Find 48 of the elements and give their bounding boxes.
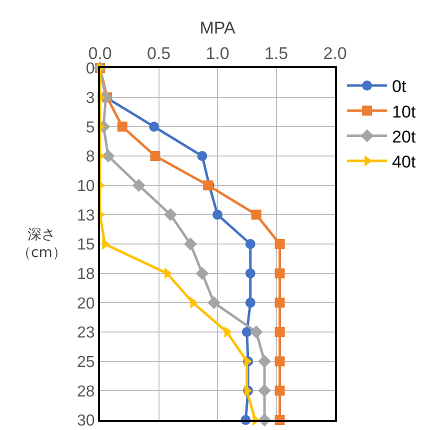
- y-tick-label: 13: [77, 207, 95, 224]
- y-tick-label: 15: [77, 236, 95, 254]
- x-tick-label: 0.5: [146, 44, 171, 64]
- y-tick-label: 28: [77, 383, 95, 400]
- point: [184, 238, 197, 250]
- point: [102, 150, 115, 162]
- point: [250, 326, 263, 338]
- y-tick-label: 20: [77, 295, 95, 312]
- legend-label: 0t: [392, 77, 407, 96]
- x-tick-label: 0.0: [88, 44, 112, 64]
- point: [258, 354, 271, 368]
- y-tick-label: 10: [77, 178, 95, 195]
- x-tick-label: 1.0: [206, 44, 230, 64]
- y-tick-label: 0: [86, 60, 95, 78]
- point: [196, 266, 209, 280]
- y-tick-label: 30: [77, 412, 95, 430]
- point: [251, 210, 262, 220]
- y-tick-label: 3: [86, 90, 95, 107]
- point: [132, 178, 146, 192]
- point: [274, 298, 285, 308]
- y-tick-label: 23: [77, 324, 95, 342]
- point: [245, 298, 256, 308]
- point: [149, 122, 160, 132]
- x-tick-label: 2.0: [323, 44, 347, 64]
- x-axis-title: MPA: [200, 18, 236, 38]
- point: [274, 327, 285, 337]
- point: [274, 386, 285, 396]
- point: [197, 151, 208, 161]
- y-tick-label: 18: [77, 266, 95, 283]
- point: [274, 268, 285, 278]
- legend-label: 40t: [392, 152, 416, 172]
- y-tick-label: 5: [86, 119, 95, 136]
- x-tick-label: 1.5: [264, 44, 288, 64]
- point: [274, 239, 285, 249]
- point: [117, 122, 128, 132]
- legend-label: 20t: [392, 127, 416, 146]
- point: [258, 384, 271, 398]
- point: [212, 210, 222, 220]
- y-tick-label: 8: [86, 148, 95, 166]
- point: [274, 356, 285, 366]
- point: [245, 268, 256, 278]
- point: [150, 151, 160, 161]
- point: [245, 239, 256, 249]
- y-axis-title: 深さ（cm）: [17, 227, 66, 262]
- y-tick-label: 25: [77, 354, 95, 371]
- point: [164, 208, 177, 222]
- legend-label: 10t: [392, 102, 416, 122]
- point: [207, 296, 220, 310]
